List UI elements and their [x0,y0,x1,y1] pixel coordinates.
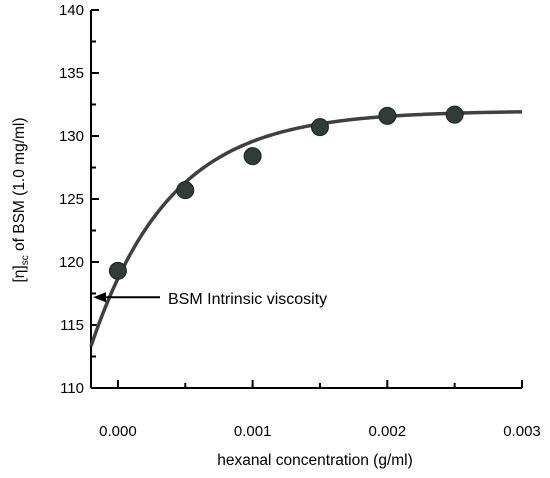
annotation: BSM Intrinsic viscosity [93,291,327,308]
y-axis-title-prefix: [η] [11,265,28,282]
x-axis-title: hexanal concentration (g/ml) [217,452,413,469]
x-tick-label: 0.002 [369,423,407,440]
y-tick-label: 125 [59,191,84,208]
y-tick-label: 140 [59,2,84,19]
tick-labels: 110 115 120 125 130 135 140 0.000 0.001 0.002 0.00… [59,2,541,440]
y-tick-label: 130 [59,128,84,145]
data-point [378,106,397,125]
data-point [310,118,329,137]
data-point [108,261,127,280]
x-tick-label: 0.003 [503,423,541,440]
y-axis-title-subscript: sc [20,255,31,265]
data-point [176,181,195,200]
data-points [108,105,464,280]
y-tick-label: 135 [59,65,84,82]
axes [90,10,522,389]
fit-curve [89,110,523,347]
annotation-arrowhead [93,292,106,303]
ticks [91,9,523,389]
data-point [243,147,262,166]
x-tick-label: 0.001 [234,423,272,440]
x-tick-label: 0.000 [99,423,137,440]
y-axis-title-suffix: of BSM (1.0 mg/ml) [11,117,28,255]
y-tick-label: 110 [60,380,84,397]
y-tick-label: 115 [60,317,84,334]
y-tick-label: 120 [59,254,84,271]
data-point [445,105,464,124]
annotation-text: BSM Intrinsic viscosity [168,291,327,308]
y-axis-title: [η]sc of BSM (1.0 mg/ml) [11,117,31,282]
